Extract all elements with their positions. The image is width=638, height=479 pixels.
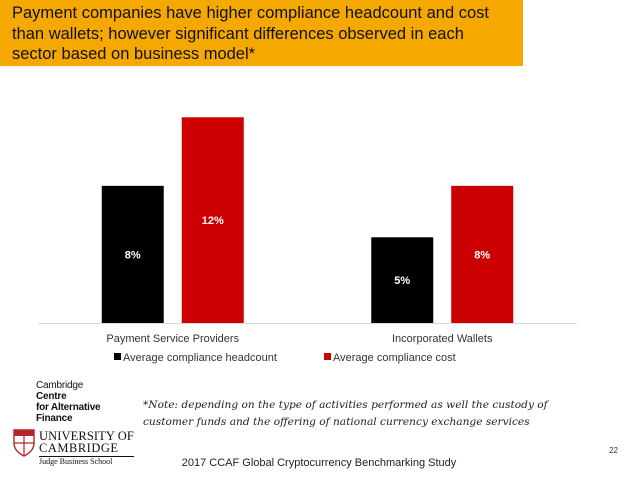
- legend-label: Average compliance cost: [333, 352, 456, 364]
- bar: [451, 185, 514, 323]
- cambridge-logo-line: CAMBRIDGE: [39, 441, 119, 455]
- data-label: 12%: [202, 215, 224, 227]
- bar: [101, 185, 164, 323]
- ccaf-logo-line: Cambridge: [36, 380, 84, 391]
- data-label: 5%: [394, 275, 410, 287]
- chart-title: Payment companies have higher compliance…: [12, 4, 489, 63]
- legend-label: Average compliance headcount: [123, 352, 277, 364]
- ccaf-logo-line: for Alternative: [36, 402, 101, 413]
- university-of-cambridge-logo: UNIVERSITY OF CAMBRIDGE Judge Business S…: [9, 426, 149, 470]
- footer-text: 2017 CCAF Global Cryptocurrency Benchmar…: [181, 457, 457, 469]
- page-number: 22: [609, 446, 618, 455]
- legend-swatch: [324, 353, 331, 360]
- bar: [181, 117, 244, 324]
- bar: [371, 237, 434, 323]
- category-tick-label: Payment Service Providers: [106, 333, 239, 345]
- data-label: 8%: [125, 249, 141, 261]
- chart-title-banner: Payment companies have higher compliance…: [0, 0, 523, 66]
- ccaf-logo-line: Finance: [36, 413, 73, 424]
- cambridge-logo-line: Judge Business School: [39, 456, 134, 466]
- data-label: 8%: [474, 249, 490, 261]
- cambridge-crest-icon: [13, 429, 35, 457]
- category-tick-label: Incorporated Wallets: [392, 333, 493, 345]
- ccaf-logo-line: Centre: [36, 391, 67, 402]
- cambridge-logo-line: UNIVERSITY OF: [39, 429, 134, 443]
- footnote: *Note: depending on the type of activiti…: [143, 399, 548, 428]
- legend-swatch: [114, 353, 121, 360]
- ccaf-logo: Cambridge Centre for Alternative Finance: [36, 380, 101, 424]
